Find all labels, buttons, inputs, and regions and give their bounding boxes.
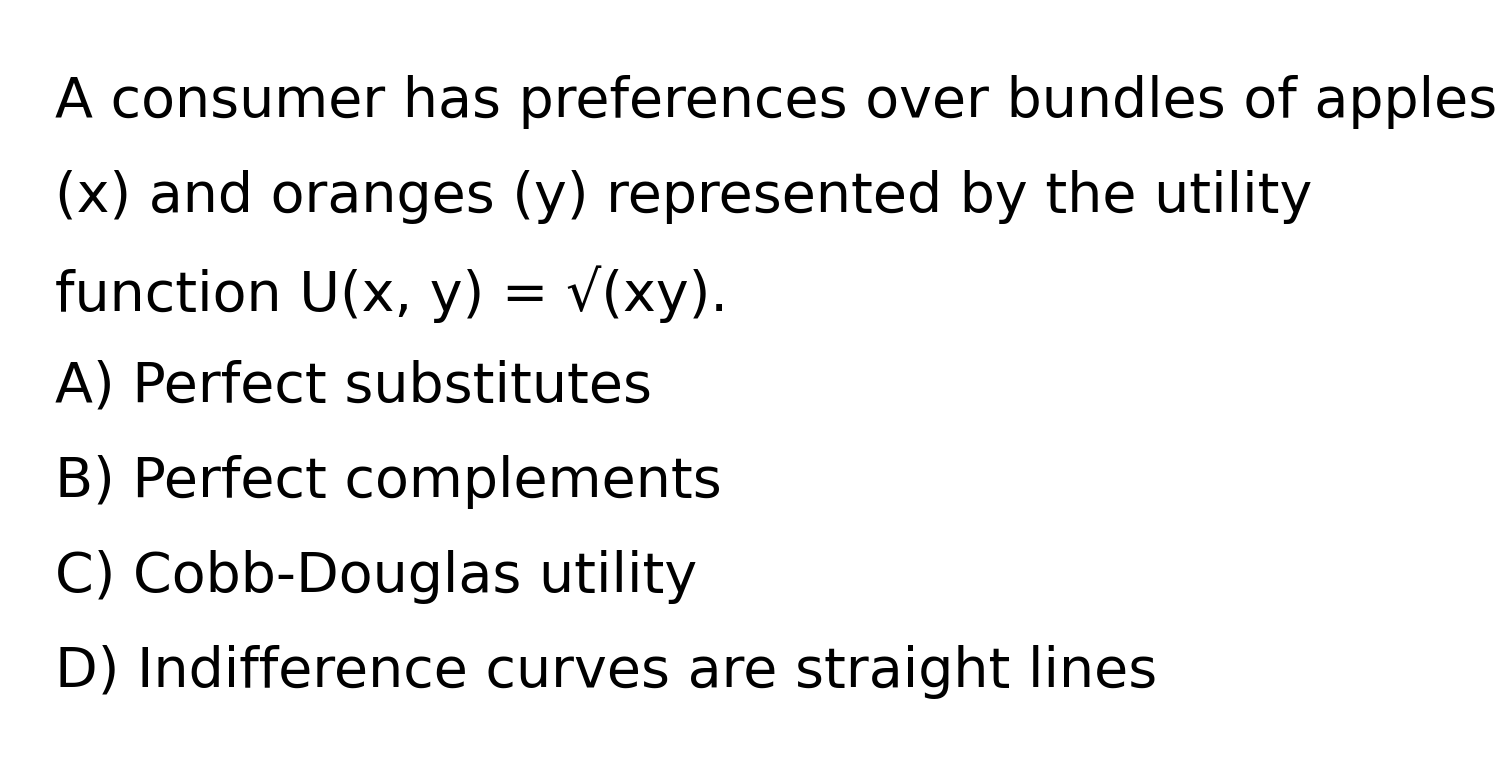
Text: A consumer has preferences over bundles of apples: A consumer has preferences over bundles … [56,75,1497,129]
Text: B) Perfect complements: B) Perfect complements [56,455,722,509]
Text: C) Cobb-Douglas utility: C) Cobb-Douglas utility [56,550,698,604]
Text: (x) and oranges (y) represented by the utility: (x) and oranges (y) represented by the u… [56,170,1312,224]
Text: A) Perfect substitutes: A) Perfect substitutes [56,360,652,414]
Text: D) Indifference curves are straight lines: D) Indifference curves are straight line… [56,645,1158,699]
Text: function U(x, y) = √(xy).: function U(x, y) = √(xy). [56,265,728,323]
